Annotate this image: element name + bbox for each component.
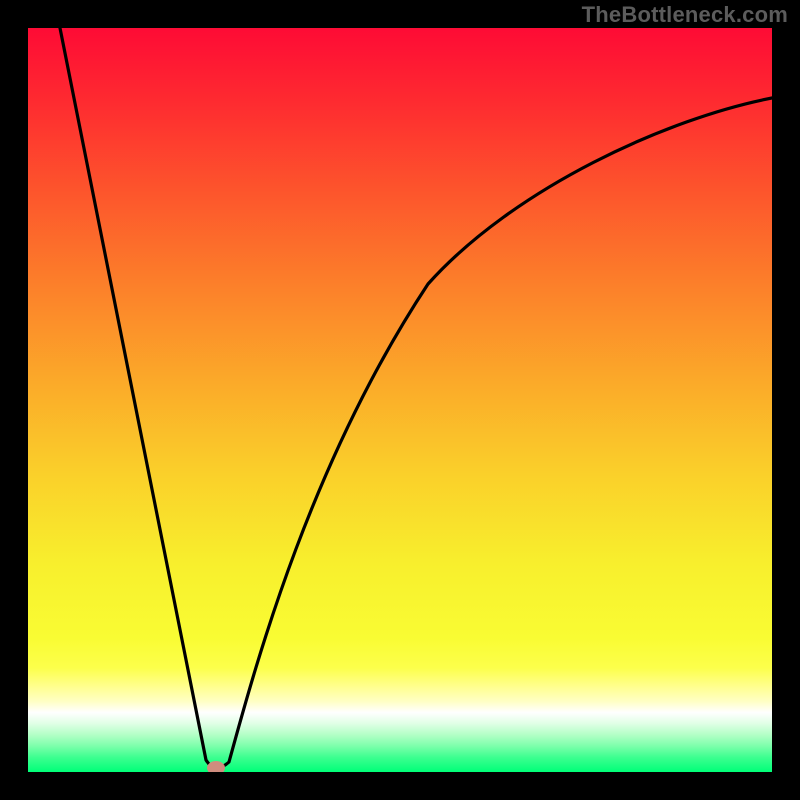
plot-area — [28, 28, 772, 772]
minimum-marker — [28, 28, 772, 772]
watermark-text: TheBottleneck.com — [582, 2, 788, 28]
chart-frame: TheBottleneck.com — [0, 0, 800, 800]
